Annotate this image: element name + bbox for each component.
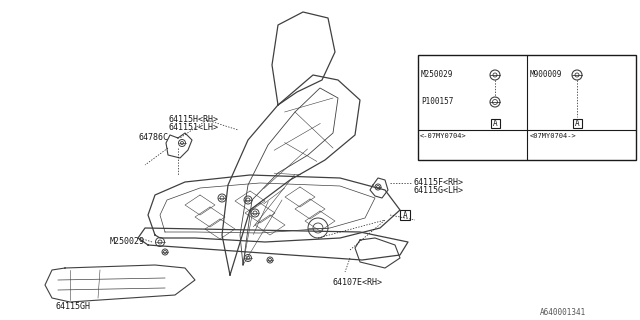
Text: M900009: M900009 — [530, 70, 563, 79]
Text: 64107E<RH>: 64107E<RH> — [332, 278, 382, 287]
Circle shape — [253, 211, 257, 215]
Text: M250029: M250029 — [110, 237, 145, 246]
Circle shape — [251, 209, 259, 217]
Text: A640001341: A640001341 — [540, 308, 586, 317]
Circle shape — [267, 257, 273, 263]
Circle shape — [490, 70, 500, 80]
Circle shape — [493, 73, 497, 77]
Circle shape — [269, 259, 271, 261]
Circle shape — [179, 140, 186, 147]
Text: <-07MY0704>: <-07MY0704> — [420, 133, 467, 139]
Circle shape — [308, 218, 328, 238]
Circle shape — [244, 196, 252, 204]
Circle shape — [493, 100, 497, 105]
Circle shape — [158, 240, 162, 244]
Circle shape — [575, 73, 579, 77]
Circle shape — [572, 70, 582, 80]
Circle shape — [218, 194, 226, 202]
Text: 641151<LH>: 641151<LH> — [168, 123, 218, 132]
Text: 64115G<LH>: 64115G<LH> — [413, 186, 463, 195]
Bar — [490, 118, 499, 127]
Text: A: A — [575, 118, 579, 127]
Text: 64115F<RH>: 64115F<RH> — [413, 178, 463, 187]
Bar — [418, 55, 636, 160]
Text: 64115H<RH>: 64115H<RH> — [168, 115, 218, 124]
Text: A: A — [403, 211, 407, 220]
Circle shape — [156, 237, 164, 246]
Bar — [573, 118, 582, 127]
Circle shape — [180, 141, 184, 145]
Text: 64786C: 64786C — [138, 133, 168, 142]
Text: A: A — [493, 118, 497, 127]
Text: <07MY0704->: <07MY0704-> — [530, 133, 577, 139]
Circle shape — [244, 254, 252, 261]
Circle shape — [376, 186, 380, 188]
Circle shape — [163, 251, 166, 253]
Circle shape — [246, 256, 250, 260]
Circle shape — [220, 196, 224, 200]
Circle shape — [162, 249, 168, 255]
Text: 64115GH: 64115GH — [55, 302, 90, 311]
Circle shape — [246, 198, 250, 202]
Bar — [400, 210, 410, 220]
Circle shape — [313, 223, 323, 233]
Circle shape — [375, 184, 381, 190]
Text: P100157: P100157 — [421, 97, 453, 106]
Text: M250029: M250029 — [421, 70, 453, 79]
Circle shape — [490, 97, 500, 107]
